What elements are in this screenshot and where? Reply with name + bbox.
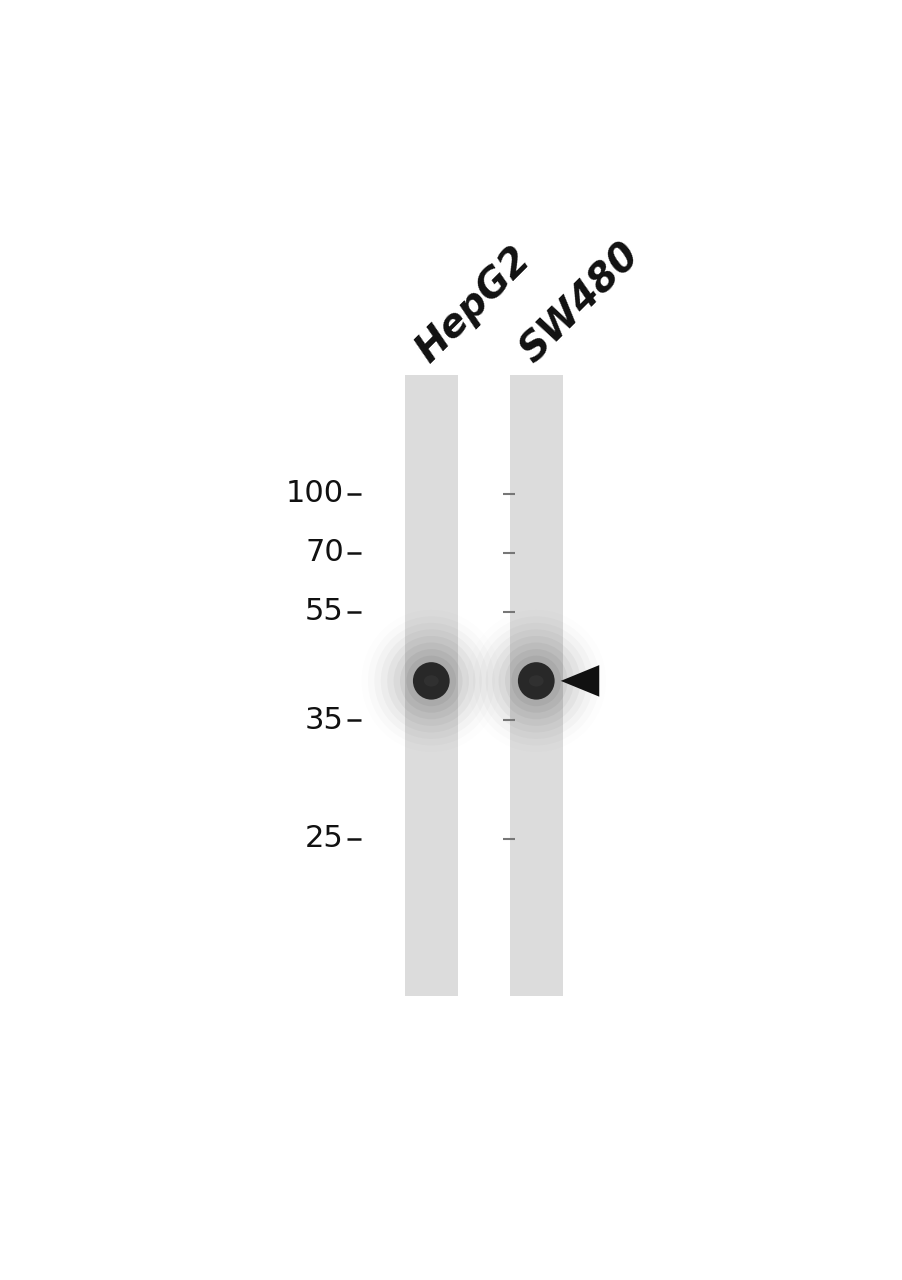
Ellipse shape <box>400 649 462 713</box>
Ellipse shape <box>504 649 566 713</box>
Text: 100: 100 <box>285 479 344 508</box>
Text: 55: 55 <box>305 598 344 626</box>
Bar <box>510 375 562 996</box>
Text: 70: 70 <box>305 539 344 567</box>
Ellipse shape <box>529 676 543 686</box>
Ellipse shape <box>423 676 438 686</box>
Polygon shape <box>560 666 599 696</box>
Text: SW480: SW480 <box>512 237 647 370</box>
Ellipse shape <box>412 662 449 700</box>
Text: 25: 25 <box>305 824 344 852</box>
Bar <box>405 375 457 996</box>
Ellipse shape <box>406 655 456 707</box>
Ellipse shape <box>518 662 554 700</box>
Text: HepG2: HepG2 <box>408 241 538 370</box>
Text: 35: 35 <box>305 705 344 735</box>
Ellipse shape <box>511 655 560 707</box>
